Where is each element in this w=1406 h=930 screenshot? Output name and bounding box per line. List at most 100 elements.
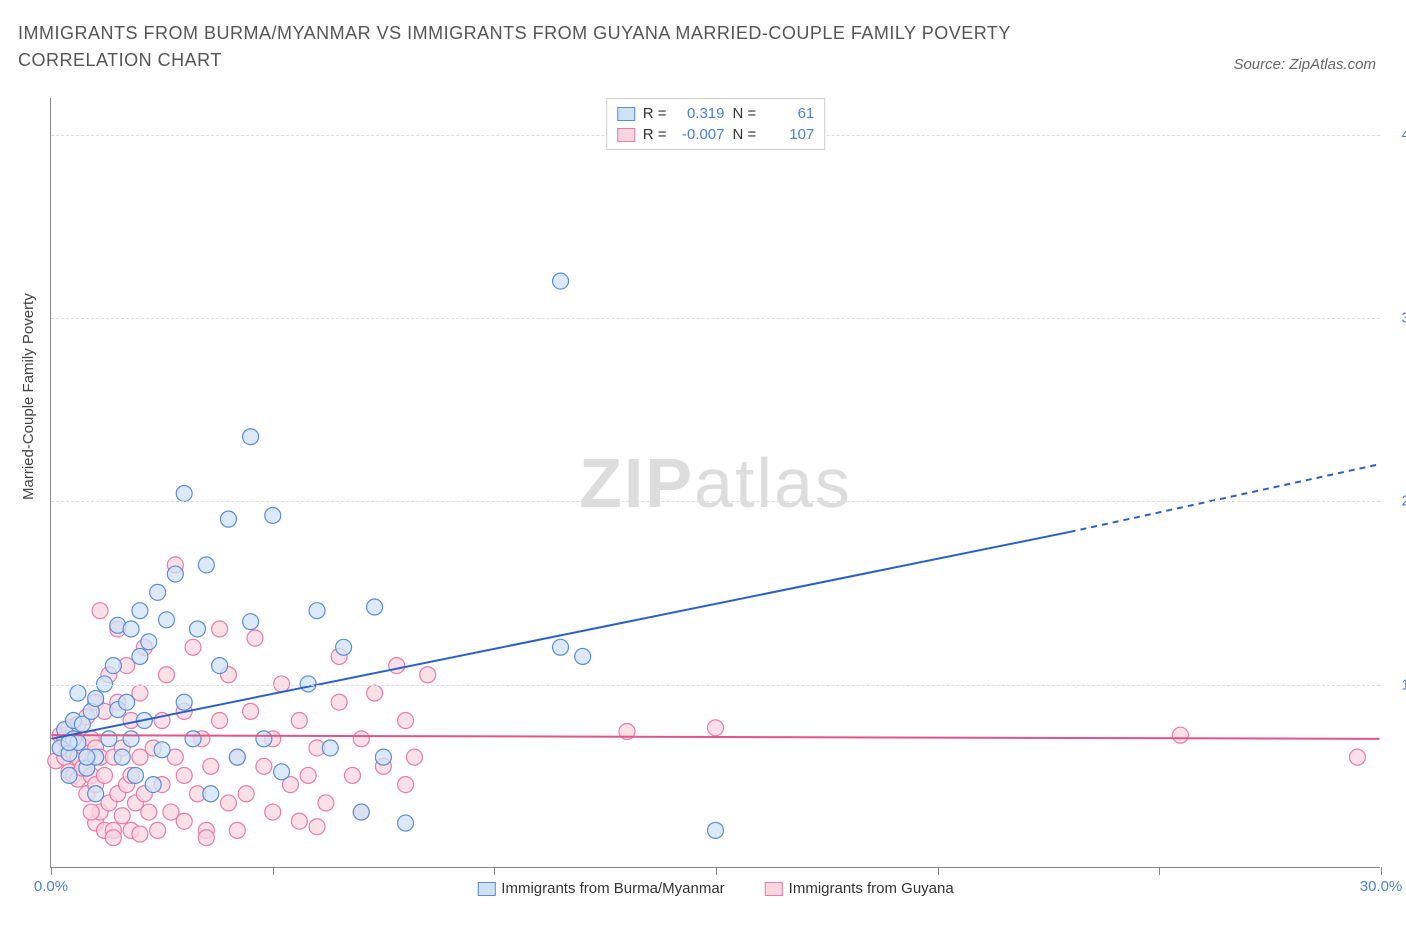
scatter-point-burma xyxy=(70,685,86,701)
n-label: N = xyxy=(733,105,757,122)
r-value-guyana: -0.007 xyxy=(675,126,725,143)
scatter-point-guyana xyxy=(389,658,405,674)
scatter-point-burma xyxy=(198,557,214,573)
scatter-point-guyana xyxy=(105,830,121,846)
x-swatch-guyana xyxy=(765,882,783,896)
scatter-point-burma xyxy=(176,694,192,710)
scatter-point-burma xyxy=(132,603,148,619)
scatter-point-burma xyxy=(79,749,95,765)
scatter-point-guyana xyxy=(141,804,157,820)
scatter-point-burma xyxy=(220,511,236,527)
scatter-point-burma xyxy=(158,612,174,628)
xtick xyxy=(51,867,52,875)
x-legend-burma-label: Immigrants from Burma/Myanmar xyxy=(501,880,724,897)
scatter-point-burma xyxy=(398,815,414,831)
chart-title: IMMIGRANTS FROM BURMA/MYANMAR VS IMMIGRA… xyxy=(18,20,1118,74)
scatter-point-burma xyxy=(123,731,139,747)
xtick xyxy=(938,867,939,875)
scatter-point-burma xyxy=(105,658,121,674)
scatter-point-guyana xyxy=(265,804,281,820)
scatter-point-burma xyxy=(708,822,724,838)
scatter-point-guyana xyxy=(114,808,130,824)
trendline-burma-dashed xyxy=(1070,464,1380,532)
r-label: R = xyxy=(643,105,667,122)
xtick xyxy=(1159,867,1160,875)
scatter-point-burma xyxy=(154,742,170,758)
scatter-point-guyana xyxy=(132,826,148,842)
scatter-point-guyana xyxy=(220,795,236,811)
scatter-point-guyana xyxy=(198,830,214,846)
n-value-guyana: 107 xyxy=(764,126,814,143)
scatter-point-guyana xyxy=(344,767,360,783)
scatter-point-guyana xyxy=(309,819,325,835)
scatter-point-burma xyxy=(553,273,569,289)
scatter-point-burma xyxy=(145,777,161,793)
scatter-point-burma xyxy=(367,599,383,615)
scatter-point-guyana xyxy=(398,777,414,793)
scatter-point-guyana xyxy=(212,621,228,637)
scatter-point-guyana xyxy=(300,767,316,783)
scatter-point-guyana xyxy=(367,685,383,701)
scatter-point-burma xyxy=(141,634,157,650)
gridline-h xyxy=(51,318,1380,319)
scatter-point-guyana xyxy=(398,713,414,729)
scatter-point-guyana xyxy=(331,694,347,710)
scatter-point-burma xyxy=(353,804,369,820)
scatter-point-guyana xyxy=(97,767,113,783)
scatter-point-guyana xyxy=(229,822,245,838)
scatter-point-guyana xyxy=(353,731,369,747)
scatter-point-guyana xyxy=(185,639,201,655)
swatch-guyana xyxy=(617,128,635,142)
scatter-point-burma xyxy=(123,621,139,637)
n-value-burma: 61 xyxy=(764,105,814,122)
scatter-point-burma xyxy=(375,749,391,765)
xtick-label: 0.0% xyxy=(34,878,68,895)
scatter-point-burma xyxy=(322,740,338,756)
scatter-point-guyana xyxy=(406,749,422,765)
ytick-label: 30.0% xyxy=(1388,310,1406,327)
scatter-point-burma xyxy=(88,786,104,802)
gridline-h xyxy=(51,685,1380,686)
scatter-point-guyana xyxy=(1350,749,1366,765)
scatter-point-burma xyxy=(243,429,259,445)
scatter-point-burma xyxy=(150,584,166,600)
scatter-point-guyana xyxy=(243,703,259,719)
scatter-point-guyana xyxy=(291,813,307,829)
scatter-point-burma xyxy=(101,731,117,747)
stats-legend-box: R = 0.319 N = 61 R = -0.007 N = 107 xyxy=(606,98,826,150)
scatter-point-guyana xyxy=(1172,727,1188,743)
source-label: Source: ZipAtlas.com xyxy=(1233,56,1376,73)
scatter-point-guyana xyxy=(83,804,99,820)
scatter-point-burma xyxy=(132,648,148,664)
scatter-point-burma xyxy=(243,614,259,630)
scatter-point-burma xyxy=(88,691,104,707)
stats-row-burma: R = 0.319 N = 61 xyxy=(617,103,815,124)
scatter-point-burma xyxy=(167,566,183,582)
x-legend-burma: Immigrants from Burma/Myanmar xyxy=(477,880,724,897)
gridline-h xyxy=(51,501,1380,502)
scatter-point-burma xyxy=(189,621,205,637)
scatter-point-burma xyxy=(127,767,143,783)
scatter-point-burma xyxy=(265,507,281,523)
scatter-point-burma xyxy=(256,731,272,747)
scatter-point-burma xyxy=(229,749,245,765)
scatter-point-burma xyxy=(336,639,352,655)
scatter-point-guyana xyxy=(291,713,307,729)
xtick xyxy=(273,867,274,875)
scatter-point-burma xyxy=(575,648,591,664)
scatter-point-burma xyxy=(274,764,290,780)
xtick xyxy=(1381,867,1382,875)
scatter-point-guyana xyxy=(420,667,436,683)
scatter-point-burma xyxy=(61,767,77,783)
x-legend-guyana: Immigrants from Guyana xyxy=(765,880,954,897)
ytick-label: 20.0% xyxy=(1388,493,1406,510)
x-swatch-burma xyxy=(477,882,495,896)
n-label-2: N = xyxy=(733,126,757,143)
r-label-2: R = xyxy=(643,126,667,143)
scatter-point-guyana xyxy=(238,786,254,802)
scatter-point-guyana xyxy=(318,795,334,811)
scatter-point-guyana xyxy=(176,767,192,783)
scatter-svg xyxy=(51,98,1380,867)
x-legend: Immigrants from Burma/Myanmar Immigrants… xyxy=(477,880,953,897)
r-value-burma: 0.319 xyxy=(675,105,725,122)
